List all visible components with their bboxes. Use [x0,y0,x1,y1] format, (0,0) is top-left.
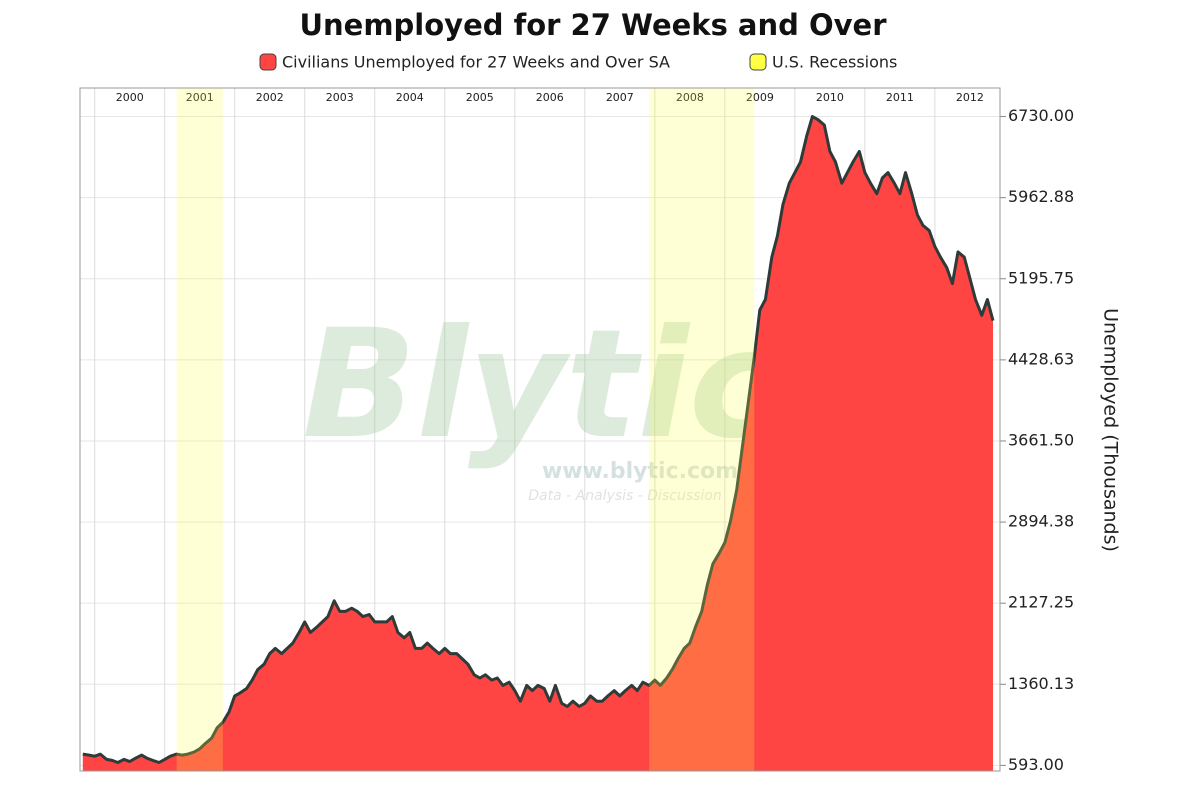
y-tick-label: 5195.75 [1008,268,1074,287]
x-tick-label: 2000 [116,91,144,104]
area [82,116,994,771]
recession-band [176,88,223,771]
y-tick-label: 4428.63 [1008,349,1074,368]
legend-swatch [749,53,767,71]
x-tick-label: 2012 [956,91,984,104]
watermark-url: www.blytic.com [542,459,738,484]
x-tick-label: 2002 [256,91,284,104]
plot-frame [79,87,1001,772]
x-tick-label: 2008 [676,91,704,104]
legend-swatch [259,53,277,71]
line [82,115,995,764]
y-axis-label: Unemployed (Thousands) [1100,308,1122,552]
recession-band [649,88,755,771]
legend-label: Civilians Unemployed for 27 Weeks and Ov… [282,53,670,72]
x-tick-label: 2003 [326,91,354,104]
y-tick-label: 2127.25 [1008,593,1074,612]
y-tick-label: 2894.38 [1008,512,1074,531]
x-tick-label: 2011 [886,91,914,104]
y-tick-label: 6730.00 [1008,106,1074,125]
y-tick-label: 5962.88 [1008,187,1074,206]
y-tick-label: 593.00 [1008,755,1064,774]
chart-title: Unemployed for 27 Weeks and Over [299,8,887,42]
watermark-brand: Blytic [302,298,778,472]
x-tick-label: 2005 [466,91,494,104]
x-tick-label: 2009 [746,91,774,104]
watermark-tagline: Data - Analysis - Discussion [528,488,721,504]
x-tick-label: 2001 [186,91,214,104]
x-tick-label: 2006 [536,91,564,104]
x-tick-label: 2007 [606,91,634,104]
y-tick-label: 3661.50 [1008,430,1074,449]
x-tick-label: 2010 [816,91,844,104]
x-tick-label: 2004 [396,91,424,104]
y-tick-label: 1360.13 [1008,674,1074,693]
legend-label: U.S. Recessions [772,53,897,72]
